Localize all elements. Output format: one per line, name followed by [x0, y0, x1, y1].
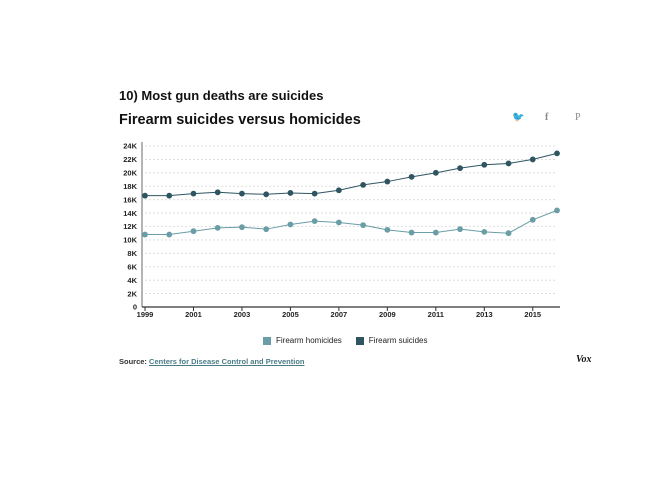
- data-point: [457, 226, 463, 233]
- x-tick-label: 2009: [379, 310, 396, 319]
- series-line-1: [145, 152, 558, 197]
- data-point: [529, 216, 536, 223]
- source-label: Source:: [119, 357, 147, 366]
- y-tick-label: 16K: [123, 195, 137, 204]
- y-tick-label: 4K: [127, 276, 137, 285]
- data-point: [432, 169, 439, 176]
- data-point: [457, 165, 463, 172]
- series-line-0: [145, 209, 558, 236]
- data-point: [311, 218, 318, 225]
- data-point: [384, 226, 391, 233]
- data-point: [263, 226, 270, 233]
- axes: 0 2K 4K 6K 8K 10K 12K 14K 16K 18K 20K 22K 24K 1999 200…: [123, 142, 560, 319]
- y-tick-label: 2K: [127, 289, 137, 298]
- data-point: [287, 190, 294, 196]
- source-link[interactable]: Centers for Disease Control and Preventi…: [149, 357, 305, 366]
- vox-logo: Vox: [576, 354, 592, 365]
- x-tick-label: 1999: [137, 310, 154, 319]
- y-tick-label: 20K: [123, 169, 137, 178]
- legend-item-suicides: Firearm suicides: [355, 336, 428, 345]
- data-point: [554, 150, 560, 157]
- y-tick-label: 18K: [123, 182, 137, 191]
- data-point: [166, 192, 173, 199]
- x-tick-label: 2001: [185, 310, 202, 319]
- data-point: [239, 224, 245, 231]
- x-tick-label: 2007: [331, 310, 348, 319]
- data-point: [214, 189, 221, 196]
- y-tick-label: 22K: [123, 155, 137, 164]
- data-point: [408, 173, 415, 180]
- y-tick-label: 6K: [127, 262, 137, 271]
- data-point: [481, 228, 488, 235]
- data-point: [432, 229, 439, 236]
- data-point: [311, 190, 318, 197]
- data-point: [360, 182, 367, 188]
- data-point: [360, 222, 367, 229]
- data-point: [263, 191, 270, 198]
- legend-swatch-suicides: [355, 336, 364, 345]
- legend-item-homicides: Firearm homicides: [263, 336, 342, 345]
- data-point: [166, 231, 173, 238]
- grid-lines: [145, 145, 557, 294]
- legend-label-homicides: Firearm homicides: [276, 336, 342, 345]
- data-point: [214, 224, 221, 231]
- data-point: [408, 229, 415, 236]
- y-tick-label: 24K: [123, 142, 137, 151]
- data-point: [190, 228, 197, 235]
- data-point: [481, 161, 488, 168]
- data-point: [335, 187, 342, 194]
- pinterest-icon[interactable]: P: [575, 112, 581, 123]
- chart-title: Firearm suicides versus homicides: [119, 112, 361, 128]
- data-point: [142, 192, 148, 199]
- data-point: [505, 160, 512, 167]
- x-tick-label: 2015: [524, 310, 541, 319]
- data-point: [190, 190, 197, 197]
- series-layer: [142, 150, 560, 238]
- facebook-icon[interactable]: f: [545, 112, 549, 123]
- y-tick-label: 8K: [127, 249, 137, 258]
- legend-swatch-homicides: [263, 336, 271, 345]
- data-point: [142, 231, 148, 238]
- legend: Firearm homicides Firearm suicides: [263, 336, 427, 345]
- y-tick-label: 14K: [123, 209, 137, 218]
- legend-label-suicides: Firearm suicides: [368, 336, 428, 345]
- data-point: [505, 230, 512, 237]
- data-point: [239, 190, 245, 197]
- twitter-icon[interactable]: 🐦: [512, 112, 525, 123]
- data-point: [335, 219, 342, 226]
- x-tick-label: 2011: [428, 310, 444, 319]
- data-point: [529, 156, 536, 163]
- source-line: Source: Centers for Disease Control and …: [119, 357, 304, 366]
- data-point: [384, 178, 391, 185]
- y-tick-label: 12K: [123, 222, 137, 231]
- data-point: [554, 207, 560, 214]
- x-tick-label: 2003: [234, 310, 251, 319]
- x-tick-label: 2013: [476, 310, 493, 319]
- y-tick-label: 10K: [123, 236, 137, 245]
- x-tick-label: 2005: [282, 310, 299, 319]
- data-point: [287, 221, 294, 228]
- y-tick-label: 0: [133, 303, 137, 312]
- chart-kicker: 10) Most gun deaths are suicides: [119, 88, 324, 103]
